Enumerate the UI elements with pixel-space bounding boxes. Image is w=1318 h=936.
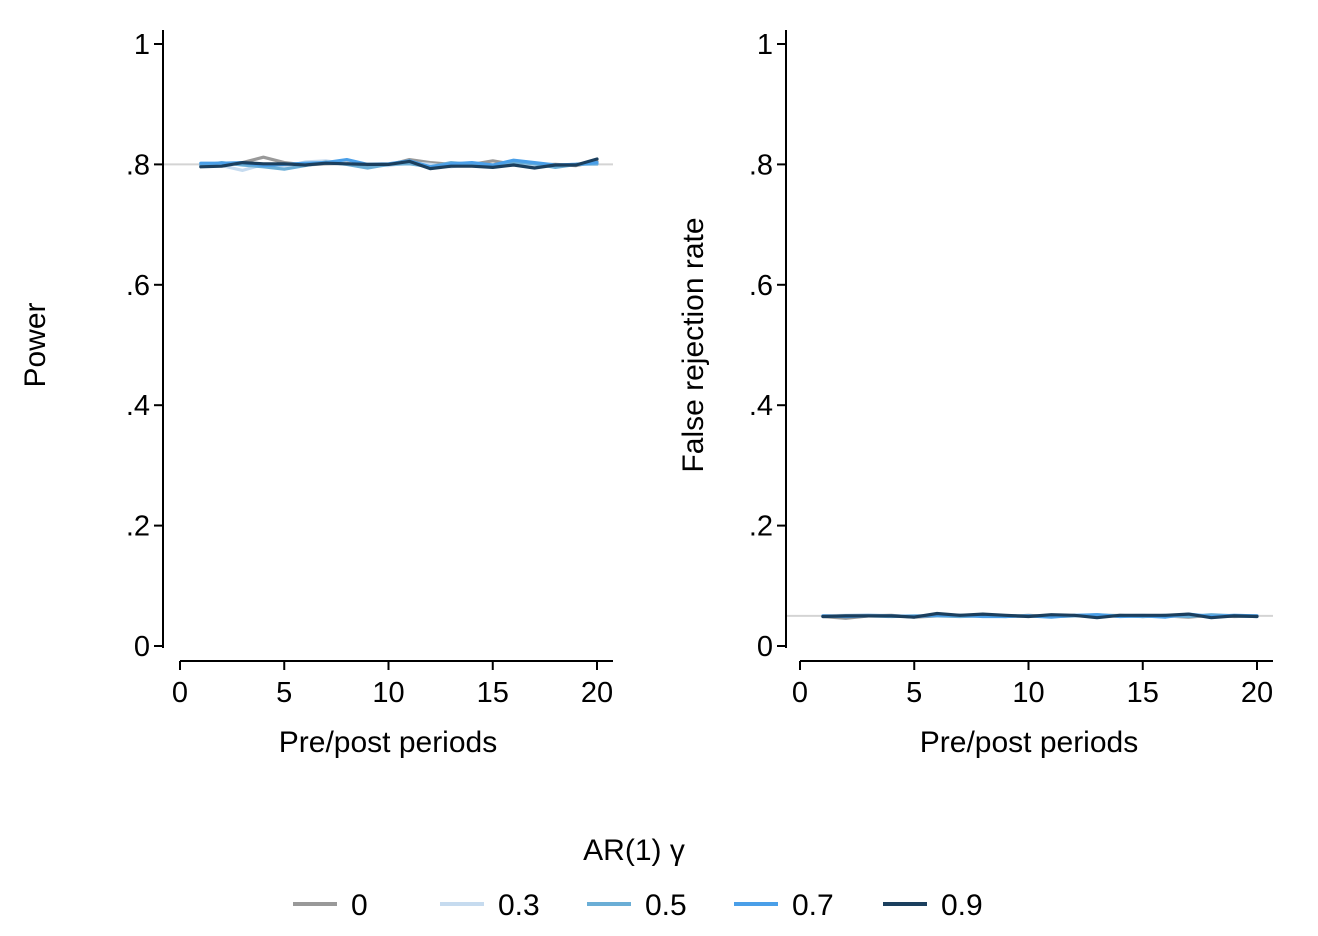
false-rejection-x-axis-title: Pre/post periods (920, 726, 1138, 759)
legend-label-ar-0: 0 (351, 889, 368, 922)
false-rejection-x-tick-label: 10 (1012, 677, 1044, 709)
power-panel: Power Pre/post periods 0.2.4.6.810 5 10 15 2… (19, 29, 613, 759)
power-y-tick-label: .2 (126, 511, 150, 543)
power-series-line-ar-0-9 (199, 157, 599, 171)
false-rejection-y-tick-label: 1 (757, 29, 773, 61)
false-rejection-y-tick-label: .2 (749, 511, 773, 543)
power-x-axis-title: Pre/post periods (279, 726, 497, 759)
power-x-tick-label: 20 (581, 677, 613, 709)
legend-label-ar-0-7: 0.7 (792, 889, 834, 922)
legend-label-ar-0-9: 0.9 (941, 889, 983, 922)
legend-label-ar-0-3: 0.3 (498, 889, 540, 922)
power-y-axis-title: Power (19, 302, 52, 387)
power-y-tick-label: .6 (126, 270, 150, 302)
false-rejection-series-line-ar-0-9 (821, 611, 1259, 620)
false-rejection-panel: False rejection rate Pre/post periods 0.… (677, 29, 1273, 759)
false-rejection-x-tick-label: 0 (792, 677, 808, 709)
legend-label-ar-0-5: 0.5 (645, 889, 687, 922)
false-rejection-y-tick-label: 0 (757, 631, 773, 663)
power-x-tick-label: 10 (372, 677, 404, 709)
power-x-tick-label: 15 (477, 677, 509, 709)
false-rejection-y-axis-title: False rejection rate (677, 217, 710, 472)
power-y-tick-label: 0 (134, 631, 150, 663)
power-y-tick-label: .4 (126, 390, 150, 422)
power-x-tick-label: 5 (276, 677, 292, 709)
false-rejection-y-tick-label: .4 (749, 390, 773, 422)
legend-title: AR(1) γ (583, 834, 685, 867)
false-rejection-y-tick-label: .6 (749, 270, 773, 302)
false-rejection-x-tick-label: 5 (906, 677, 922, 709)
false-rejection-x-tick-label: 15 (1127, 677, 1159, 709)
power-y-tick-label: 1 (134, 29, 150, 61)
false-rejection-x-tick-label: 20 (1241, 677, 1273, 709)
power-x-tick-label: 0 (172, 677, 188, 709)
power-y-tick-label: .8 (126, 149, 150, 181)
false-rejection-y-tick-label: .8 (749, 149, 773, 181)
legend: AR(1) γ 0 0.3 0.5 0.7 0.9 (293, 834, 983, 922)
